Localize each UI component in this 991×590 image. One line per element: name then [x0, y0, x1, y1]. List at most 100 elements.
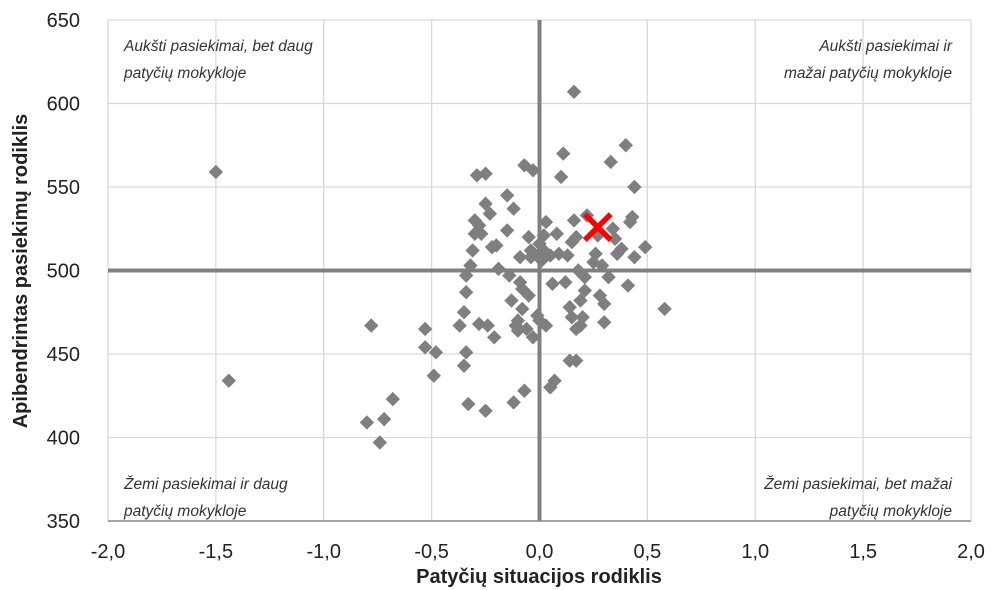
y-tick-label: 500	[47, 261, 80, 283]
data-point	[512, 249, 528, 265]
data-point	[504, 293, 519, 308]
data-point	[385, 391, 400, 407]
data-point	[556, 146, 571, 161]
data-point	[543, 380, 558, 395]
data-point	[627, 179, 642, 195]
data-point	[478, 166, 493, 181]
data-point	[597, 296, 612, 312]
data-point	[538, 318, 554, 333]
y-tick-label: 350	[47, 511, 80, 533]
data-point	[465, 243, 480, 258]
data-point	[471, 218, 487, 233]
data-point	[515, 301, 530, 317]
data-point	[545, 276, 560, 292]
data-point	[575, 310, 590, 325]
y-tick-label: 650	[47, 10, 80, 32]
data-point	[618, 138, 633, 153]
quadrant-label-bottom-right-1: Žemi pasiekimai, bet mažai	[763, 476, 952, 493]
data-point	[577, 269, 593, 285]
data-point	[517, 383, 532, 398]
data-point	[568, 229, 584, 245]
x-tick-label: 0,0	[526, 541, 554, 563]
data-point	[536, 228, 552, 243]
data-point	[510, 323, 526, 338]
quadrant-label-bottom-left-2: patyčių mokykloje	[123, 503, 247, 520]
data-point	[359, 415, 375, 430]
data-point	[482, 206, 498, 221]
data-point	[627, 249, 642, 265]
data-point	[534, 253, 549, 268]
data-point	[547, 373, 562, 388]
highlight-point	[582, 212, 613, 242]
x-tick-label: 1,0	[741, 541, 769, 563]
data-point	[456, 305, 472, 320]
data-point	[469, 168, 485, 183]
data-point	[549, 226, 564, 241]
data-point	[208, 164, 224, 180]
data-point	[543, 248, 558, 263]
y-tick-labels: 350 400 450 500 550 600 650	[47, 10, 80, 533]
data-point	[592, 288, 608, 303]
quadrant-label-top-right-2: mažai patyčių mokykloje	[784, 65, 952, 82]
data-point	[657, 301, 672, 317]
data-point	[506, 201, 521, 216]
data-point	[560, 248, 575, 263]
x-tick-label: -2,0	[91, 541, 125, 563]
x-tick-label: 2,0	[957, 541, 985, 563]
data-point	[573, 318, 588, 333]
data-point	[510, 313, 526, 328]
data-point	[553, 169, 569, 185]
data-point	[573, 293, 588, 308]
y-tick-label: 600	[47, 94, 80, 116]
quadrant-label-top-right-1: Aukšti pasiekimai ir	[818, 38, 952, 55]
x-tick-label: 0,5	[633, 541, 661, 563]
y-tick-label: 450	[47, 344, 80, 366]
quadrant-label-bottom-left-1: Žemi pasiekimai ir daug	[123, 476, 288, 493]
data-point	[364, 318, 379, 333]
data-point	[538, 214, 554, 230]
data-point	[601, 269, 616, 285]
data-point	[568, 353, 584, 368]
data-point	[590, 228, 605, 243]
data-point	[463, 258, 478, 273]
quadrant-label-top-left-2: patyčių mokykloje	[123, 65, 247, 82]
data-point	[562, 300, 577, 315]
data-point	[566, 213, 582, 228]
x-tick-label: -1,5	[199, 541, 233, 563]
quadrant-labels: Aukšti pasiekimai, bet daug patyčių moky…	[123, 38, 953, 520]
data-point	[461, 396, 476, 412]
data-point	[597, 315, 612, 330]
data-point	[376, 411, 392, 427]
data-point	[478, 403, 493, 418]
data-point	[521, 288, 536, 303]
data-point	[594, 258, 610, 273]
x-tick-label: -0,5	[414, 541, 448, 563]
y-tick-label: 550	[47, 177, 80, 199]
data-point	[372, 435, 388, 450]
data-point	[489, 238, 504, 253]
data-point	[525, 163, 541, 178]
data-point	[564, 310, 580, 325]
data-point	[428, 345, 444, 360]
data-point	[458, 345, 474, 360]
data-point	[607, 231, 623, 246]
data-point	[221, 373, 237, 388]
data-point	[480, 318, 495, 333]
data-point	[452, 318, 467, 333]
data-point	[638, 239, 653, 255]
data-point	[474, 226, 489, 241]
y-axis-title: Apibendrintas pasiekimų rodiklis	[10, 114, 32, 429]
reference-lines	[108, 20, 971, 521]
x-tick-label: -1,0	[307, 541, 341, 563]
data-point	[521, 229, 536, 245]
data-point	[458, 285, 474, 300]
data-point	[558, 274, 573, 290]
data-point	[417, 321, 433, 337]
data-point	[620, 278, 636, 293]
data-point	[502, 268, 517, 283]
data-point	[625, 209, 640, 225]
quadrant-label-top-left-1: Aukšti pasiekimai, bet daug	[123, 38, 313, 55]
data-point	[605, 221, 621, 236]
data-point	[566, 84, 582, 100]
